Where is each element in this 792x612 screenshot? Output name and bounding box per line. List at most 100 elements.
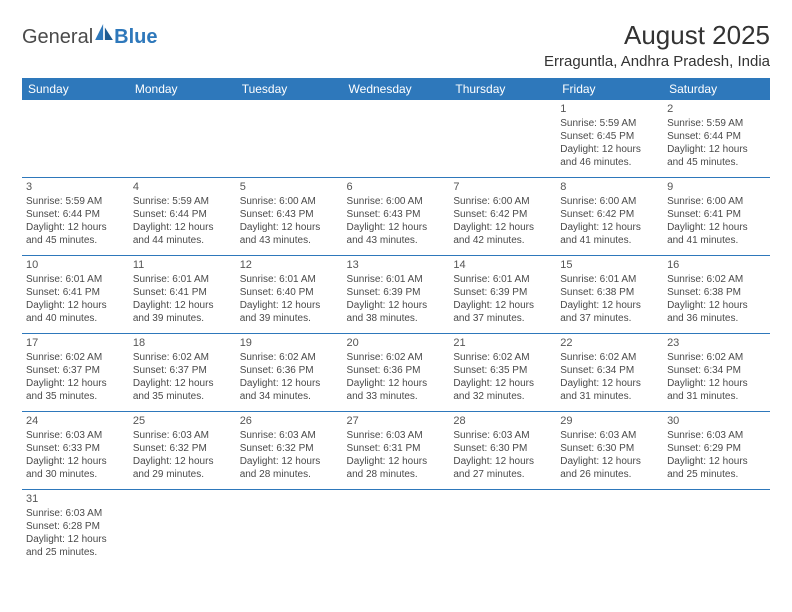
calendar-cell: [449, 100, 556, 178]
day-number: 13: [347, 258, 446, 272]
day-number: 22: [560, 336, 659, 350]
sunset-line: Sunset: 6:33 PM: [26, 442, 125, 455]
calendar-cell: 5Sunrise: 6:00 AMSunset: 6:43 PMDaylight…: [236, 178, 343, 256]
calendar-cell: [129, 490, 236, 568]
daylight-line: Daylight: 12 hours and 45 minutes.: [26, 221, 125, 247]
day-number: 30: [667, 414, 766, 428]
sunset-line: Sunset: 6:32 PM: [133, 442, 232, 455]
daylight-line: Daylight: 12 hours and 31 minutes.: [667, 377, 766, 403]
calendar-cell: 27Sunrise: 6:03 AMSunset: 6:31 PMDayligh…: [343, 412, 450, 490]
sunset-line: Sunset: 6:42 PM: [453, 208, 552, 221]
day-header: Tuesday: [236, 78, 343, 100]
calendar-cell: 2Sunrise: 5:59 AMSunset: 6:44 PMDaylight…: [663, 100, 770, 178]
sunrise-line: Sunrise: 5:59 AM: [26, 195, 125, 208]
calendar-cell: 1Sunrise: 5:59 AMSunset: 6:45 PMDaylight…: [556, 100, 663, 178]
sunset-line: Sunset: 6:38 PM: [560, 286, 659, 299]
calendar-cell: 28Sunrise: 6:03 AMSunset: 6:30 PMDayligh…: [449, 412, 556, 490]
day-number: 21: [453, 336, 552, 350]
day-number: 29: [560, 414, 659, 428]
day-number: 31: [26, 492, 125, 506]
day-number: 17: [26, 336, 125, 350]
calendar-cell: [22, 100, 129, 178]
daylight-line: Daylight: 12 hours and 25 minutes.: [667, 455, 766, 481]
calendar-cell: 4Sunrise: 5:59 AMSunset: 6:44 PMDaylight…: [129, 178, 236, 256]
calendar-cell: 21Sunrise: 6:02 AMSunset: 6:35 PMDayligh…: [449, 334, 556, 412]
daylight-line: Daylight: 12 hours and 29 minutes.: [133, 455, 232, 481]
sunset-line: Sunset: 6:34 PM: [560, 364, 659, 377]
sunrise-line: Sunrise: 6:02 AM: [560, 351, 659, 364]
daylight-line: Daylight: 12 hours and 32 minutes.: [453, 377, 552, 403]
sunset-line: Sunset: 6:44 PM: [133, 208, 232, 221]
day-number: 27: [347, 414, 446, 428]
sunset-line: Sunset: 6:41 PM: [667, 208, 766, 221]
calendar-row: 3Sunrise: 5:59 AMSunset: 6:44 PMDaylight…: [22, 178, 770, 256]
sunrise-line: Sunrise: 6:01 AM: [26, 273, 125, 286]
day-number: 11: [133, 258, 232, 272]
calendar-cell: [343, 490, 450, 568]
calendar-cell: 22Sunrise: 6:02 AMSunset: 6:34 PMDayligh…: [556, 334, 663, 412]
calendar-cell: 16Sunrise: 6:02 AMSunset: 6:38 PMDayligh…: [663, 256, 770, 334]
sunset-line: Sunset: 6:39 PM: [453, 286, 552, 299]
sunrise-line: Sunrise: 6:01 AM: [347, 273, 446, 286]
sunrise-line: Sunrise: 6:03 AM: [26, 507, 125, 520]
daylight-line: Daylight: 12 hours and 28 minutes.: [347, 455, 446, 481]
daylight-line: Daylight: 12 hours and 35 minutes.: [26, 377, 125, 403]
month-title: August 2025: [544, 20, 770, 51]
calendar-cell: [236, 100, 343, 178]
sunrise-line: Sunrise: 6:00 AM: [560, 195, 659, 208]
calendar-cell: [343, 100, 450, 178]
sunrise-line: Sunrise: 6:03 AM: [560, 429, 659, 442]
daylight-line: Daylight: 12 hours and 39 minutes.: [133, 299, 232, 325]
daylight-line: Daylight: 12 hours and 43 minutes.: [240, 221, 339, 247]
daylight-line: Daylight: 12 hours and 28 minutes.: [240, 455, 339, 481]
calendar-cell: 20Sunrise: 6:02 AMSunset: 6:36 PMDayligh…: [343, 334, 450, 412]
sunset-line: Sunset: 6:35 PM: [453, 364, 552, 377]
sunrise-line: Sunrise: 6:01 AM: [240, 273, 339, 286]
sunset-line: Sunset: 6:30 PM: [560, 442, 659, 455]
daylight-line: Daylight: 12 hours and 26 minutes.: [560, 455, 659, 481]
sunset-line: Sunset: 6:40 PM: [240, 286, 339, 299]
day-header: Thursday: [449, 78, 556, 100]
day-number: 7: [453, 180, 552, 194]
daylight-line: Daylight: 12 hours and 41 minutes.: [560, 221, 659, 247]
sunrise-line: Sunrise: 6:03 AM: [26, 429, 125, 442]
daylight-line: Daylight: 12 hours and 45 minutes.: [667, 143, 766, 169]
calendar-cell: 7Sunrise: 6:00 AMSunset: 6:42 PMDaylight…: [449, 178, 556, 256]
sunset-line: Sunset: 6:43 PM: [347, 208, 446, 221]
sunrise-line: Sunrise: 6:01 AM: [453, 273, 552, 286]
day-header: Monday: [129, 78, 236, 100]
sunset-line: Sunset: 6:37 PM: [26, 364, 125, 377]
calendar-cell: 14Sunrise: 6:01 AMSunset: 6:39 PMDayligh…: [449, 256, 556, 334]
sunrise-line: Sunrise: 6:02 AM: [667, 351, 766, 364]
daylight-line: Daylight: 12 hours and 30 minutes.: [26, 455, 125, 481]
calendar-cell: 29Sunrise: 6:03 AMSunset: 6:30 PMDayligh…: [556, 412, 663, 490]
sunrise-line: Sunrise: 6:01 AM: [133, 273, 232, 286]
calendar-page: General Blue August 2025 Erraguntla, And…: [0, 0, 792, 567]
sunrise-line: Sunrise: 6:03 AM: [347, 429, 446, 442]
sunset-line: Sunset: 6:45 PM: [560, 130, 659, 143]
sunrise-line: Sunrise: 6:02 AM: [26, 351, 125, 364]
calendar-cell: 13Sunrise: 6:01 AMSunset: 6:39 PMDayligh…: [343, 256, 450, 334]
sunrise-line: Sunrise: 6:00 AM: [240, 195, 339, 208]
day-number: 14: [453, 258, 552, 272]
calendar-cell: 26Sunrise: 6:03 AMSunset: 6:32 PMDayligh…: [236, 412, 343, 490]
sunset-line: Sunset: 6:30 PM: [453, 442, 552, 455]
calendar-cell: 17Sunrise: 6:02 AMSunset: 6:37 PMDayligh…: [22, 334, 129, 412]
sunrise-line: Sunrise: 6:00 AM: [347, 195, 446, 208]
day-number: 24: [26, 414, 125, 428]
day-number: 10: [26, 258, 125, 272]
sunrise-line: Sunrise: 6:02 AM: [453, 351, 552, 364]
sunset-line: Sunset: 6:42 PM: [560, 208, 659, 221]
day-number: 9: [667, 180, 766, 194]
day-number: 12: [240, 258, 339, 272]
sunrise-line: Sunrise: 5:59 AM: [560, 117, 659, 130]
location-text: Erraguntla, Andhra Pradesh, India: [544, 53, 770, 70]
logo-text-2: Blue: [114, 26, 157, 49]
calendar-cell: 3Sunrise: 5:59 AMSunset: 6:44 PMDaylight…: [22, 178, 129, 256]
day-number: 8: [560, 180, 659, 194]
day-number: 15: [560, 258, 659, 272]
sunrise-line: Sunrise: 5:59 AM: [667, 117, 766, 130]
title-block: August 2025 Erraguntla, Andhra Pradesh, …: [544, 20, 770, 70]
calendar-cell: 19Sunrise: 6:02 AMSunset: 6:36 PMDayligh…: [236, 334, 343, 412]
calendar-cell: 12Sunrise: 6:01 AMSunset: 6:40 PMDayligh…: [236, 256, 343, 334]
